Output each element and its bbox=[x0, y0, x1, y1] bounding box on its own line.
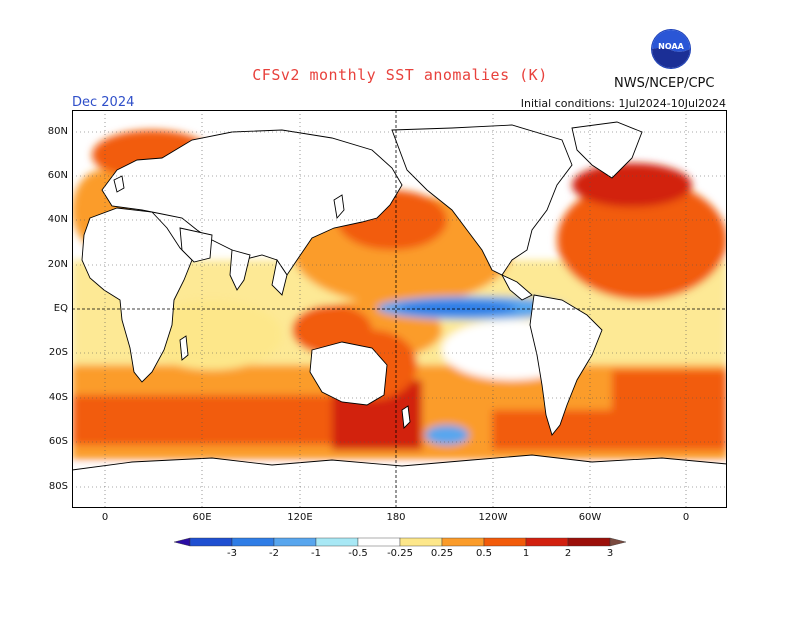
agency-label: NWS/NCEP/CPC bbox=[614, 76, 715, 91]
colorbar-swatch bbox=[399, 537, 443, 547]
colorbar-swatch bbox=[567, 537, 611, 547]
colorbar-label: 2 bbox=[564, 548, 572, 559]
lat-label-40n: 40N bbox=[47, 214, 68, 225]
colorbar-swatch bbox=[357, 537, 401, 547]
lon-label-60e: 60E bbox=[192, 512, 212, 523]
colorbar-swatch bbox=[315, 537, 359, 547]
colorbar-label: -0.5 bbox=[348, 548, 368, 559]
lat-label-80s: 80S bbox=[48, 481, 68, 492]
initial-conditions: Initial conditions: 1Jul2024-10Jul2024 bbox=[520, 97, 726, 110]
colorbar-boxes bbox=[173, 537, 627, 547]
lat-label-eq: EQ bbox=[53, 303, 68, 314]
lon-label-0-west: 0 bbox=[101, 512, 109, 523]
land bbox=[72, 121, 727, 508]
colorbar-label: -3 bbox=[227, 548, 237, 559]
colorbar-swatch bbox=[189, 537, 233, 547]
colorbar-swatch bbox=[609, 537, 627, 547]
reference-lines bbox=[72, 110, 727, 508]
lon-label-60w: 60W bbox=[578, 512, 602, 523]
lon-label-0-east: 0 bbox=[682, 512, 690, 523]
colorbar-label: 0.5 bbox=[476, 548, 492, 559]
lat-label-40s: 40S bbox=[48, 392, 68, 403]
colorbar-label: 3 bbox=[606, 548, 614, 559]
sst-anomaly-map bbox=[72, 110, 727, 508]
lat-label-20n: 20N bbox=[47, 259, 68, 270]
lon-label-180: 180 bbox=[386, 512, 406, 523]
map-frame bbox=[72, 110, 727, 508]
colorbar bbox=[173, 537, 627, 547]
lat-label-60n: 60N bbox=[47, 170, 68, 181]
colorbar-swatch bbox=[173, 537, 191, 547]
colorbar-swatch bbox=[441, 537, 485, 547]
colorbar-swatch bbox=[483, 537, 527, 547]
map-title: CFSv2 monthly SST anomalies (K) bbox=[252, 66, 548, 84]
colorbar-swatch bbox=[273, 537, 317, 547]
lat-label-60s: 60S bbox=[48, 436, 68, 447]
colorbar-label: -1 bbox=[311, 548, 321, 559]
lon-label-120w: 120W bbox=[478, 512, 508, 523]
lat-label-80n: 80N bbox=[47, 126, 68, 137]
colorbar-swatch bbox=[525, 537, 569, 547]
colorbar-label: 1 bbox=[522, 548, 530, 559]
logo-text: NOAA bbox=[658, 42, 684, 51]
colorbar-label: 0.25 bbox=[430, 548, 454, 559]
lat-label-20s: 20S bbox=[48, 347, 68, 358]
colorbar-swatch bbox=[231, 537, 275, 547]
colorbar-label: -0.25 bbox=[387, 548, 413, 559]
colorbar-label: -2 bbox=[269, 548, 279, 559]
noaa-logo: NOAA bbox=[651, 29, 691, 69]
lon-label-120e: 120E bbox=[287, 512, 313, 523]
valid-month: Dec 2024 bbox=[72, 95, 135, 110]
